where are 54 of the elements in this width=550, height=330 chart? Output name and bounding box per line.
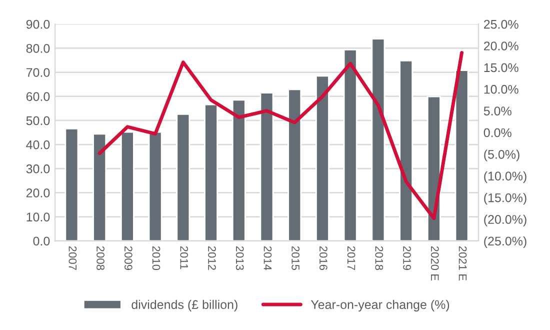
- y2-tick-label: 0.0%: [484, 128, 512, 138]
- y-tick-label: 40.0: [26, 140, 50, 150]
- x-tick-label: 2014: [264, 246, 272, 270]
- x-tick-label: 2010: [152, 246, 160, 270]
- bar: [232, 99, 246, 241]
- bar: [148, 131, 162, 241]
- bar: [260, 92, 274, 241]
- y-tick-label: 90.0: [26, 20, 50, 29]
- bar: [371, 38, 386, 241]
- y2-tick-label: (5.0%): [484, 150, 520, 162]
- y-tick-label: 30.0: [26, 164, 50, 174]
- x-tick-label: 2017: [347, 246, 356, 270]
- bar: [288, 88, 302, 241]
- x-tick-label: 2007: [68, 246, 77, 270]
- x-tick-label: 2013: [236, 246, 244, 270]
- legend-label: dividends (£ billion): [132, 300, 238, 312]
- x-tick-label: 2015: [292, 246, 300, 270]
- bar: [316, 75, 330, 241]
- y-tick-label: 60.0: [26, 92, 50, 102]
- y-tick-label: 10.0: [26, 212, 50, 222]
- x-tick-label: 2008: [96, 246, 104, 270]
- x-tick-label: 2012: [208, 246, 216, 270]
- x-tick-label: 2011: [180, 246, 188, 270]
- legend-label: Year-on-year change (%): [310, 300, 450, 312]
- y2-tick-label: (15.0%): [484, 193, 526, 205]
- bar: [204, 104, 218, 241]
- x-tick-label: 2018: [375, 246, 384, 270]
- y2-tick-label: 20.0%: [484, 42, 518, 50]
- y2-tick-label: (20.0%): [484, 214, 526, 226]
- x-tick-label: 2016: [319, 246, 328, 270]
- y2-tick-label: 25.0%: [484, 20, 518, 29]
- y2-tick-label: 10.0%: [484, 84, 518, 94]
- bar: [454, 70, 469, 241]
- bar: [426, 96, 441, 241]
- bar: [64, 128, 79, 241]
- y-tick-label: 0.0: [33, 236, 50, 246]
- y-tick-label: 20.0: [26, 188, 50, 198]
- bar: [176, 113, 190, 241]
- y-tick-label: 80.0: [26, 44, 50, 53]
- bar: [399, 60, 414, 241]
- x-tick-label: 2021 E: [458, 246, 467, 280]
- bar: [343, 48, 358, 241]
- y2-tick-label: 5.0%: [484, 106, 512, 116]
- y2-tick-label: (10.0%): [484, 171, 526, 183]
- y-tick-label: 70.0: [26, 68, 50, 77]
- y2-tick-label: 15.0%: [484, 63, 518, 72]
- bar: [120, 131, 134, 241]
- x-tick-label: 2020 E: [430, 246, 439, 280]
- x-tick-label: 2009: [124, 246, 132, 270]
- x-tick-label: 2019: [403, 246, 411, 270]
- line-series: [98, 50, 464, 220]
- y-tick-label: 50.0: [26, 116, 50, 126]
- bar: [92, 133, 107, 241]
- y2-tick-label: (25.0%): [484, 236, 526, 248]
